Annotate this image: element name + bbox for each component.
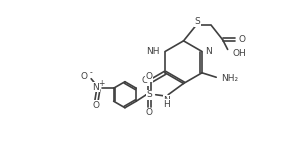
Text: O: O <box>142 76 149 85</box>
Text: -: - <box>90 68 93 77</box>
Text: O: O <box>81 73 88 81</box>
Text: O: O <box>92 101 99 110</box>
Text: S: S <box>147 90 152 99</box>
Text: N: N <box>163 96 170 104</box>
Text: NH: NH <box>147 47 160 56</box>
Text: N: N <box>205 47 212 56</box>
Text: +: + <box>98 79 105 88</box>
Text: H: H <box>163 100 170 109</box>
Text: NH₂: NH₂ <box>222 74 239 83</box>
Text: O: O <box>146 73 153 81</box>
Text: S: S <box>195 17 200 26</box>
Text: OH: OH <box>232 49 246 58</box>
Text: N: N <box>92 83 99 91</box>
Text: O: O <box>239 35 246 44</box>
Text: O: O <box>146 108 153 117</box>
